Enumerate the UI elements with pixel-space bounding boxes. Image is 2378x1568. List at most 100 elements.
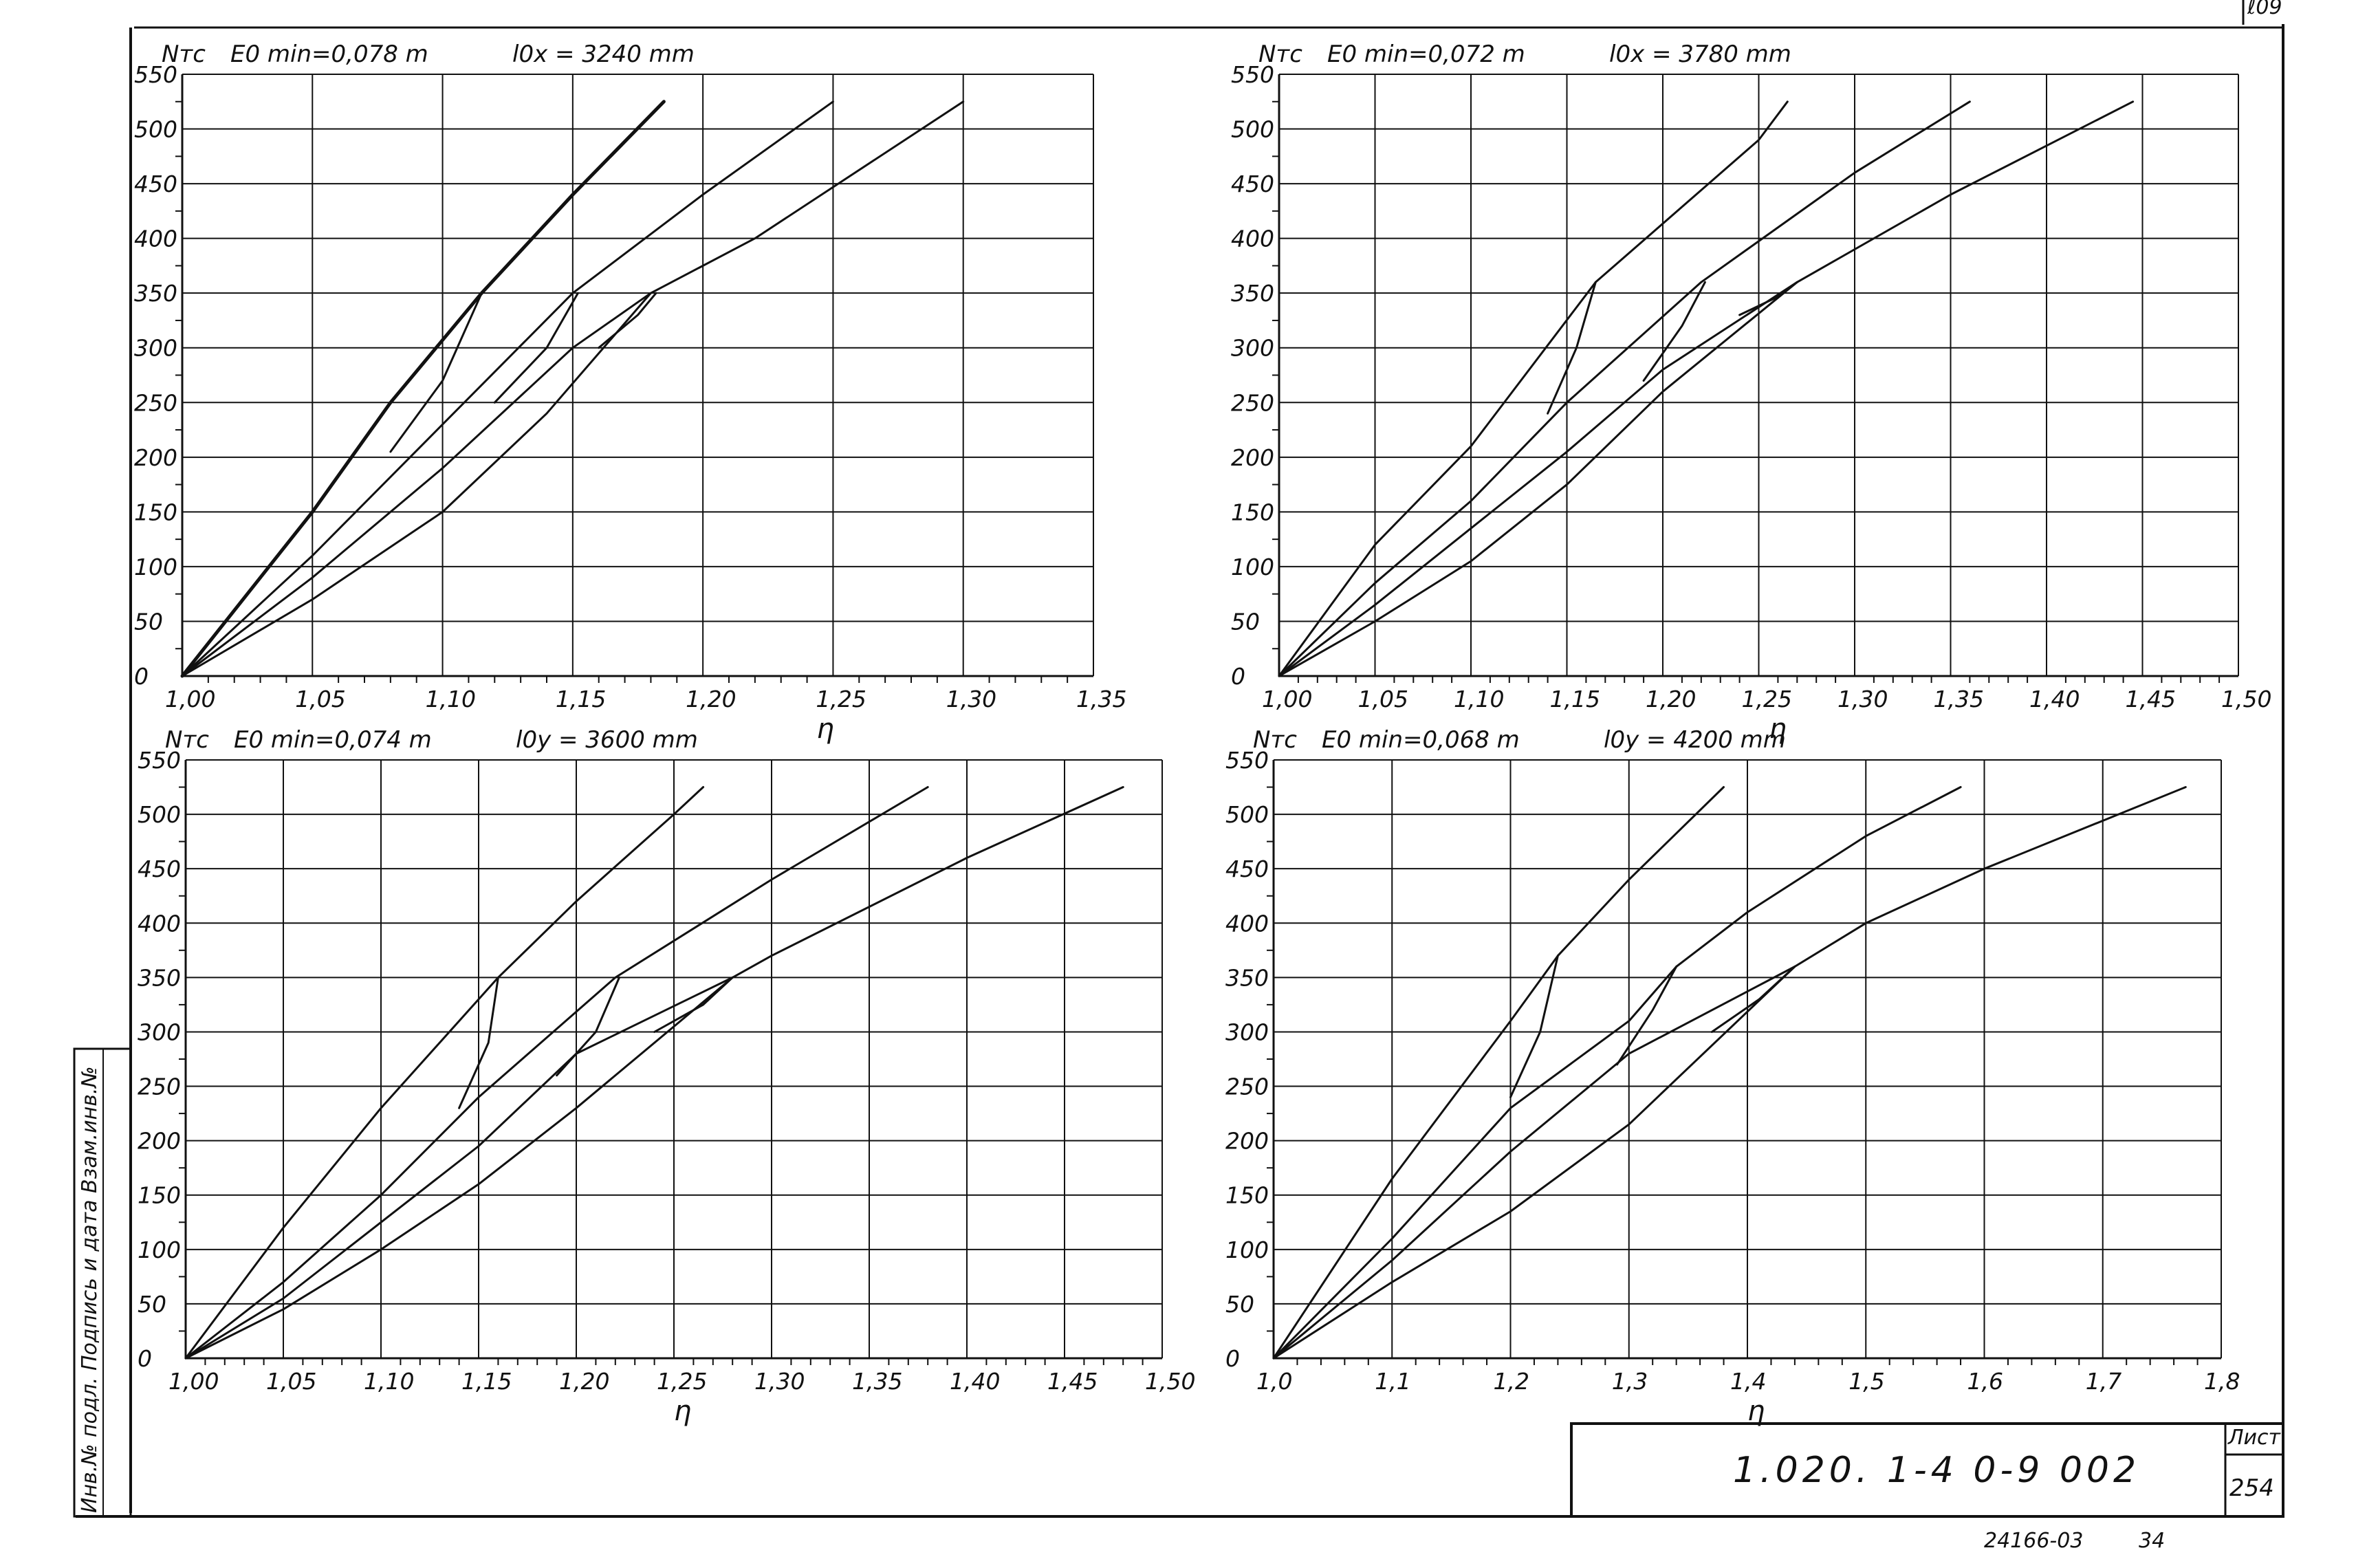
x-tick-label: 1,20 [686, 686, 736, 712]
series-line-7 [1710, 966, 1796, 1033]
x-tick-label: 1,45 [2126, 686, 2176, 712]
y-tick-label: 100 [1225, 1237, 1269, 1263]
x-tick-label: 1,00 [1262, 686, 1312, 712]
x-tick-label: 1,05 [266, 1368, 316, 1395]
y-tick-label: 350 [1231, 280, 1274, 307]
stamp-sheet-label: Лист [2227, 1426, 2282, 1450]
y-tick-label: 550 [134, 61, 177, 88]
y-tick-label: 350 [134, 280, 177, 307]
series-line-1 [184, 786, 705, 1360]
y-tick-label: 50 [134, 608, 163, 635]
y-tick-label: 400 [1225, 910, 1269, 937]
x-tick-label: 1,00 [168, 1368, 219, 1395]
y-tick-label: 300 [1231, 335, 1274, 362]
footer-page: 34 [2139, 1529, 2165, 1553]
stamp-sheet-number: 254 [2229, 1474, 2274, 1502]
x-tick-label: 1,00 [165, 686, 215, 712]
x-tick-label: 1,3 [1612, 1368, 1648, 1395]
y-tick-label: 100 [134, 554, 177, 580]
corner-mark: ℓ09 [2247, 0, 2282, 19]
y-tick-label: 350 [138, 964, 181, 991]
series-line-7 [598, 292, 657, 349]
y-tick-label: 400 [134, 226, 177, 252]
series-line-1 [1278, 100, 1789, 677]
y-axis-label: Nтс [1258, 41, 1302, 68]
series-line-7 [653, 976, 734, 1033]
x-tick-label: 1,30 [1837, 686, 1888, 712]
x-tick-label: 1,25 [816, 686, 866, 712]
y-tick-label: 550 [1231, 61, 1274, 88]
chart-panel-1: 1,00 1,05 1,10 1,15 1,20 1,25 1,30 1,35 0 50 100 15… [134, 41, 1126, 745]
stamp-code: 1.020. 1-4 0-9 002 [1733, 1450, 2140, 1491]
series-line-2 [181, 100, 834, 677]
x-tick-label: 1,35 [852, 1368, 902, 1395]
x-tick-label: 1,5 [1848, 1368, 1884, 1395]
x-tick-label: 1,2 [1494, 1368, 1529, 1395]
y-tick-label: 400 [1231, 226, 1274, 252]
x-tick-label: 1,15 [556, 686, 606, 712]
chart-subtitle: l0y = 4200 mm [1604, 726, 1786, 754]
x-tick-label: 1,45 [1047, 1368, 1098, 1395]
x-tick-label: 1,30 [754, 1368, 805, 1395]
x-tick-label: 1,05 [1358, 686, 1408, 712]
y-tick-label: 50 [138, 1291, 166, 1318]
x-tick-label: 1,7 [2086, 1368, 2121, 1395]
series-line-2 [1278, 100, 1971, 677]
y-tick-label: 500 [1231, 116, 1274, 143]
chart-title: E0 min=0,072 m [1327, 41, 1525, 68]
chart-subtitle: l0y = 3600 mm [516, 726, 698, 754]
y-tick-label: 300 [1225, 1019, 1269, 1045]
margin-text: Инв.№ подл. Подпись и дата Взам.инв.№ [78, 1066, 102, 1513]
x-tick-label: 1,25 [1742, 686, 1792, 712]
y-axis-label: Nтс [162, 41, 206, 68]
x-tick-label: 1,4 [1730, 1368, 1766, 1395]
y-tick-label: 150 [138, 1182, 181, 1209]
y-tick-label: 100 [1231, 554, 1274, 580]
y-tick-label: 0 [1231, 663, 1245, 690]
series-line-1 [180, 100, 666, 678]
series-line-6 [1642, 281, 1706, 382]
x-tick-label: 1,10 [426, 686, 476, 712]
stamp-box [1570, 1422, 2284, 1518]
x-tick-label: 1,35 [1934, 686, 1984, 712]
series-line-6 [556, 976, 620, 1077]
x-axis-label: η [817, 713, 834, 745]
series-line-6 [1616, 966, 1678, 1066]
series-line-5 [458, 976, 499, 1109]
series-line-1 [1272, 786, 1725, 1360]
chart-title: E0 min=0,074 m [234, 726, 432, 754]
series-line-3 [184, 786, 1124, 1360]
x-tick-label: 1,20 [559, 1368, 609, 1395]
y-tick-label: 500 [1225, 801, 1269, 828]
chart-panel-4: 1,0 1,1 1,2 1,3 1,4 1,5 1,6 1,7 1,8 0 50 100 150 200 2… [1225, 726, 2240, 1427]
y-tick-label: 250 [1231, 389, 1274, 416]
x-tick-label: 1,35 [1076, 686, 1126, 712]
x-tick-label: 1,10 [364, 1368, 414, 1395]
y-tick-label: 500 [138, 801, 181, 828]
chart-title: E0 min=0,068 m [1322, 726, 1520, 754]
y-axis-label: Nтс [165, 726, 209, 754]
y-tick-label: 450 [1231, 171, 1274, 197]
y-tick-label: 0 [134, 663, 149, 690]
series-line-6 [493, 292, 579, 404]
series-line-4 [1278, 281, 1798, 677]
x-tick-label: 1,30 [946, 686, 996, 712]
x-tick-label: 1,6 [1967, 1368, 2003, 1395]
y-tick-label: 250 [1225, 1074, 1269, 1100]
x-tick-label: 1,8 [2204, 1368, 2240, 1395]
series-line-5 [1509, 955, 1559, 1098]
x-tick-label: 1,40 [950, 1368, 1000, 1395]
y-tick-label: 150 [134, 499, 177, 525]
series-line-4 [181, 292, 652, 677]
series-line-5 [1547, 281, 1597, 415]
chart-panel-2: 1,00 1,05 1,10 1,15 1,20 1,25 1,30 1,35 1,40 1,45… [1231, 41, 2271, 745]
x-tick-label: 1,0 [1256, 1368, 1292, 1395]
y-tick-label: 250 [134, 389, 177, 416]
x-tick-label: 1,1 [1375, 1368, 1410, 1395]
y-tick-label: 450 [134, 171, 177, 197]
x-tick-label: 1,50 [2221, 686, 2271, 712]
y-tick-label: 450 [1225, 856, 1269, 882]
x-axis-label: η [674, 1395, 691, 1427]
y-tick-label: 450 [138, 856, 181, 882]
y-tick-label: 200 [134, 444, 177, 471]
